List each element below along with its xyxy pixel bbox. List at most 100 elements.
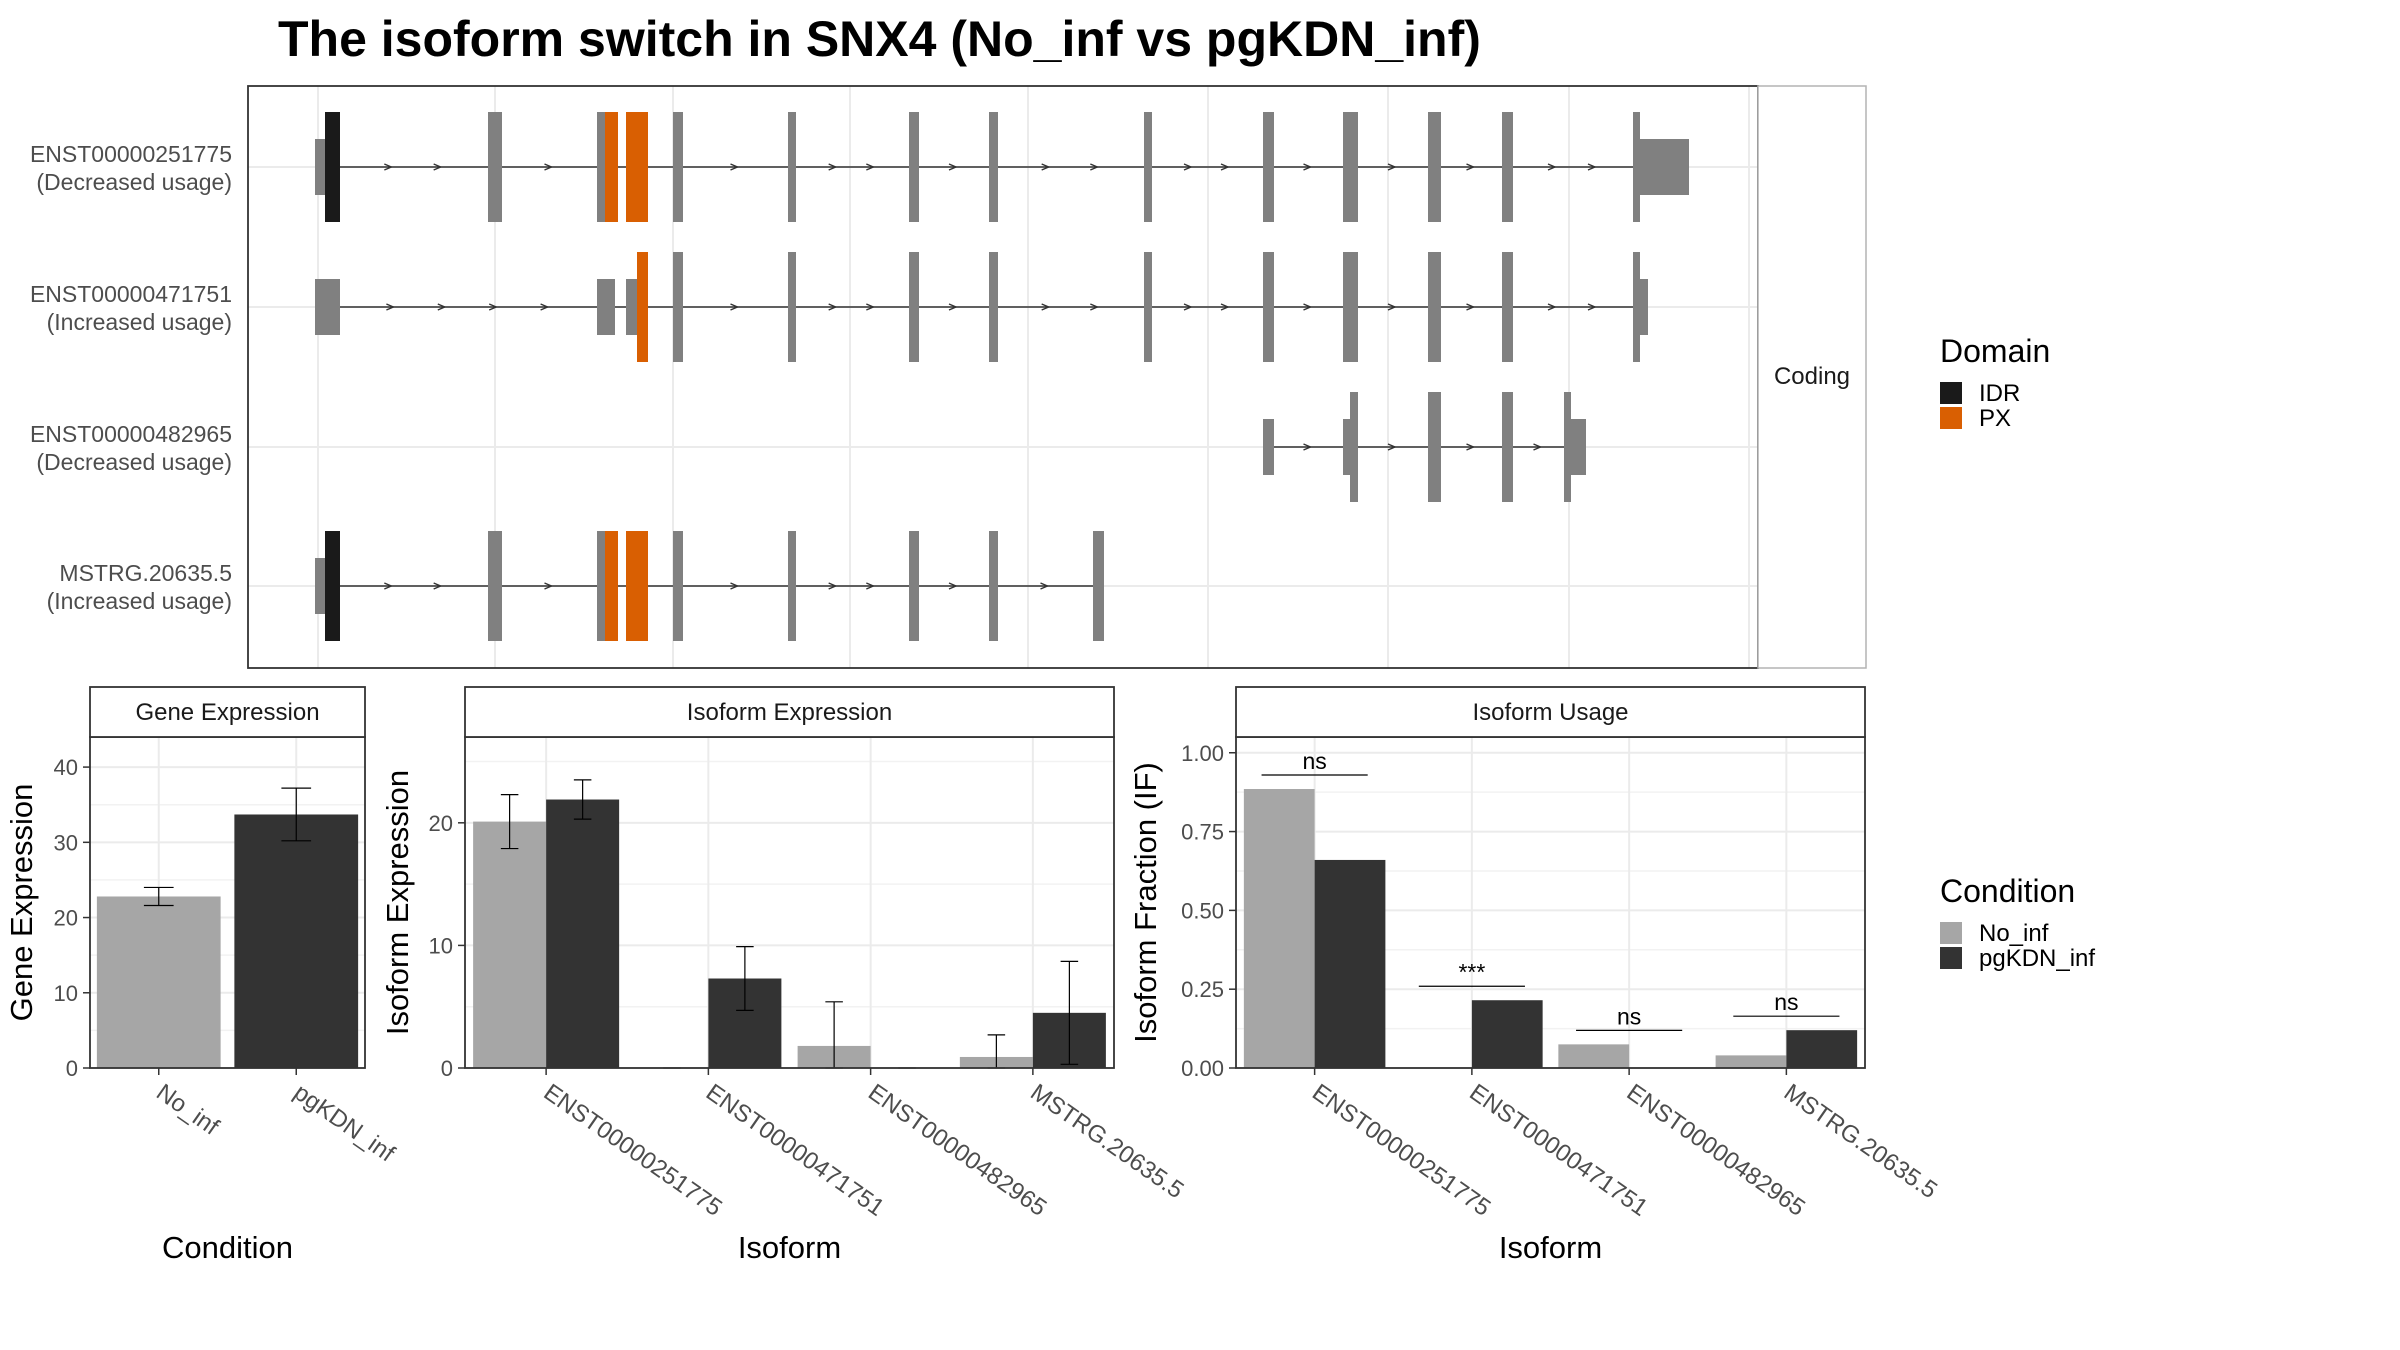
intron-arrow bbox=[730, 582, 740, 590]
exon bbox=[315, 279, 340, 335]
significance-label: *** bbox=[1458, 959, 1485, 985]
legend-key bbox=[1940, 382, 1962, 404]
isoform-label: MSTRG.20635.5 bbox=[59, 560, 232, 586]
intron-arrow bbox=[1303, 163, 1313, 171]
exon bbox=[1144, 112, 1152, 222]
exon bbox=[1144, 252, 1152, 362]
intron-arrow bbox=[1587, 163, 1597, 171]
exon bbox=[1343, 419, 1350, 475]
isoform-usage-label: (Decreased usage) bbox=[36, 449, 232, 475]
intron-arrow bbox=[384, 582, 394, 590]
exon bbox=[1571, 419, 1586, 475]
gene-expression-chart: Gene Expression 0 10 20 30 40 No_inf pgKDN_inf C… bbox=[4, 686, 400, 1265]
intron-arrow bbox=[730, 163, 740, 171]
bar bbox=[1558, 1044, 1630, 1068]
exon bbox=[788, 252, 796, 362]
bar bbox=[234, 814, 359, 1068]
exon bbox=[1633, 112, 1640, 222]
intron-arrow bbox=[948, 303, 958, 311]
legend-title: Domain bbox=[1940, 333, 2050, 369]
intron-arrow bbox=[1387, 303, 1397, 311]
bar bbox=[1314, 859, 1386, 1068]
intron-arrow bbox=[1303, 303, 1313, 311]
exon bbox=[1502, 112, 1513, 222]
intron-arrow bbox=[433, 582, 443, 590]
exon bbox=[597, 112, 605, 222]
exon bbox=[597, 279, 615, 335]
x-axis-title: Isoform bbox=[1499, 1230, 1602, 1265]
y-tick-label: 20 bbox=[54, 906, 78, 931]
intron-arrow bbox=[1183, 303, 1193, 311]
x-tick-label: No_inf bbox=[151, 1079, 224, 1141]
facet-strip bbox=[1757, 85, 1867, 669]
intron-arrow bbox=[1533, 443, 1543, 451]
y-tick-label: 20 bbox=[429, 811, 453, 836]
intron-arrow bbox=[866, 303, 876, 311]
exon bbox=[788, 531, 796, 641]
intron-arrow bbox=[1041, 303, 1051, 311]
exon bbox=[1502, 252, 1513, 362]
y-tick-label: 0 bbox=[66, 1056, 78, 1081]
isoform-expression-chart: Isoform Expression 0 10 20 ENST00000251775 EN… bbox=[380, 686, 1188, 1265]
exon bbox=[315, 558, 325, 614]
figure-title: The isoform switch in SNX4 (No_inf vs pg… bbox=[278, 11, 1481, 67]
isoform-usage-chart: ns *** ns ns Isoform Usage 0.00 0.25 0.50 0.75 1.… bbox=[1128, 686, 1942, 1265]
exon bbox=[909, 531, 919, 641]
y-tick-label: 10 bbox=[429, 933, 453, 958]
intron-arrow bbox=[1466, 443, 1476, 451]
y-tick-label: 30 bbox=[54, 830, 78, 855]
exon bbox=[1428, 392, 1441, 502]
exon bbox=[488, 531, 502, 641]
exon bbox=[1564, 392, 1571, 502]
x-tick-label: MSTRG.20635.5 bbox=[1025, 1079, 1188, 1204]
significance-label: ns bbox=[1774, 989, 1798, 1015]
intron-arrow bbox=[544, 582, 554, 590]
intron-arrow bbox=[1547, 303, 1557, 311]
legend-label: No_inf bbox=[1979, 920, 2049, 947]
exon bbox=[673, 531, 683, 641]
y-axis-title: Isoform Fraction (IF) bbox=[1128, 762, 1163, 1043]
x-tick-label: ENST00000251775 bbox=[539, 1079, 727, 1222]
intron-arrow bbox=[1090, 303, 1100, 311]
exon bbox=[788, 112, 796, 222]
intron-arrow bbox=[1387, 163, 1397, 171]
exon bbox=[989, 112, 998, 222]
exon bbox=[1428, 112, 1441, 222]
intron-arrow bbox=[544, 163, 554, 171]
intron-arrow bbox=[488, 303, 498, 311]
isoform-usage-label: (Increased usage) bbox=[47, 588, 232, 614]
legend-key bbox=[1940, 947, 1962, 969]
exon bbox=[1502, 392, 1513, 502]
domain-exon bbox=[626, 531, 648, 641]
y-axis-title: Isoform Expression bbox=[380, 770, 415, 1035]
intron-arrow bbox=[730, 303, 740, 311]
exon bbox=[1263, 419, 1274, 475]
x-tick-label: ENST00000482965 bbox=[863, 1079, 1051, 1222]
intron-arrow bbox=[1090, 163, 1100, 171]
exon bbox=[1350, 392, 1358, 502]
panel-strip bbox=[89, 686, 366, 738]
exon bbox=[1263, 112, 1274, 222]
exon bbox=[626, 279, 637, 335]
domain-exon bbox=[605, 531, 618, 641]
legend-label: IDR bbox=[1979, 380, 2020, 407]
intron-arrow bbox=[540, 303, 550, 311]
isoform-label: ENST00000251775 bbox=[30, 141, 232, 167]
y-tick-label: 0 bbox=[441, 1056, 453, 1081]
intron-arrow bbox=[1547, 163, 1557, 171]
intron-arrow bbox=[948, 163, 958, 171]
intron-arrow bbox=[1220, 163, 1230, 171]
significance-label: ns bbox=[1617, 1003, 1641, 1029]
x-tick-label: MSTRG.20635.5 bbox=[1779, 1079, 1942, 1204]
intron-arrow bbox=[1183, 163, 1193, 171]
y-tick-label: 1.00 bbox=[1181, 741, 1224, 766]
domain-exon bbox=[626, 112, 648, 222]
intron-arrow bbox=[384, 163, 394, 171]
exon bbox=[909, 252, 919, 362]
y-tick-label: 0.50 bbox=[1181, 898, 1224, 923]
intron-arrow bbox=[1220, 303, 1230, 311]
intron-arrow bbox=[1387, 443, 1397, 451]
intron-arrow bbox=[386, 303, 396, 311]
